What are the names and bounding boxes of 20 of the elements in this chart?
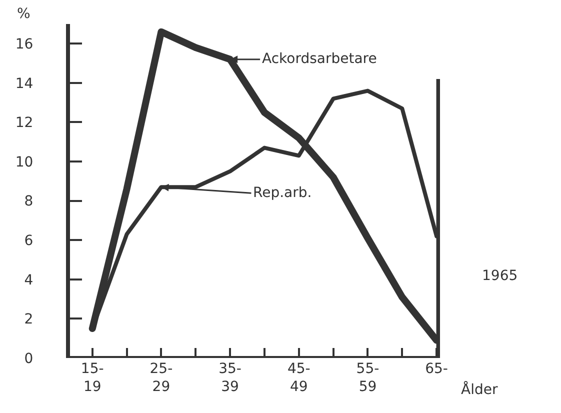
y-tick-label: 0 (24, 350, 34, 367)
y-axis-title: % (17, 6, 30, 22)
x-tick-label: 45- 49 (287, 361, 310, 396)
x-axis-title: Ålder (461, 381, 498, 398)
y-tick-label: 14 (15, 76, 34, 92)
x-tick-label: 55- 59 (356, 361, 380, 396)
x-tick-label: 25- 29 (150, 361, 173, 396)
x-tick-label: 15- 19 (80, 361, 104, 396)
x-tick-label: 65- (425, 361, 448, 377)
text: 1965 (482, 268, 518, 284)
y-tick-label: 4 (24, 272, 34, 288)
y-tick-label: 12 (15, 115, 34, 132)
annotation: Ackordsarbetare (262, 51, 377, 67)
y-tick-label: 10 (15, 154, 34, 170)
annotation: Rep.arb. (253, 185, 312, 201)
y-tick-label: 6 (24, 233, 34, 250)
x-tick-label: 35- 39 (218, 361, 242, 396)
y-tick-label: 16 (15, 36, 34, 53)
y-tick-label: 2 (24, 312, 34, 328)
y-tick-label: 8 (24, 194, 34, 210)
